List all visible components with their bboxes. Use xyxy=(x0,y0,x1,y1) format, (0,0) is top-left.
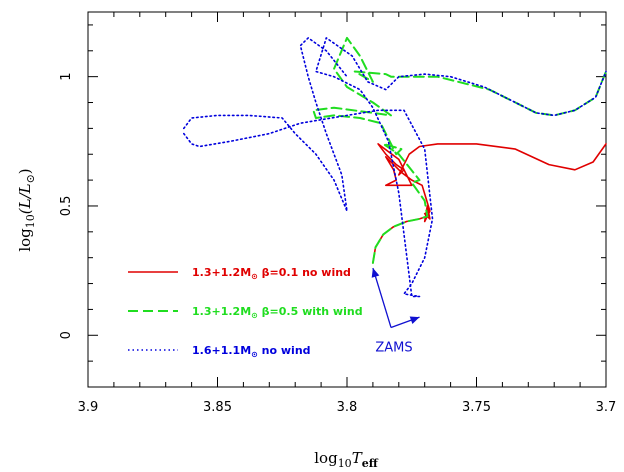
x-axis-label: log10Teff xyxy=(314,449,378,470)
x-tick-label: 3.75 xyxy=(462,400,491,415)
legend-label-0: 1.3+1.2M⊙ β=0.1 no wind xyxy=(192,266,351,281)
y-tick-label: 0 xyxy=(59,331,74,339)
plot-frame xyxy=(87,11,607,388)
tick-labels: 3.9 3.85 3.8 3.75 3.7 0 0.5 1 xyxy=(59,73,616,415)
series-layer xyxy=(183,36,607,298)
annotation-arrow-line xyxy=(372,267,392,328)
legend-label-1: 1.3+1.2M⊙ β=0.5 with wind xyxy=(192,305,363,320)
annotation-label: ZAMS xyxy=(375,341,412,356)
series-line-2 xyxy=(183,37,607,298)
axis-ticks xyxy=(87,12,607,388)
legend-label-2: 1.6+1.1M⊙ no wind xyxy=(192,344,311,359)
x-tick-label: 3.7 xyxy=(596,400,617,415)
annotation-arrow-head xyxy=(371,268,380,278)
x-tick-label: 3.85 xyxy=(203,400,232,415)
series-line-0 xyxy=(372,143,607,264)
legend: 1.3+1.2M⊙ β=0.1 no wind 1.3+1.2M⊙ β=0.5 w… xyxy=(128,266,363,359)
x-tick-label: 3.9 xyxy=(78,400,99,415)
y-axis-label: log10(L/L⊙) xyxy=(16,168,37,251)
series-line-3 xyxy=(183,37,348,212)
y-tick-label: 1 xyxy=(59,73,74,81)
x-tick-label: 3.8 xyxy=(337,400,358,415)
series-line-1 xyxy=(312,36,607,264)
y-tick-label: 0.5 xyxy=(59,196,74,217)
annotation-layer: ZAMS xyxy=(371,267,420,356)
annotation-arrow-head xyxy=(409,316,420,325)
